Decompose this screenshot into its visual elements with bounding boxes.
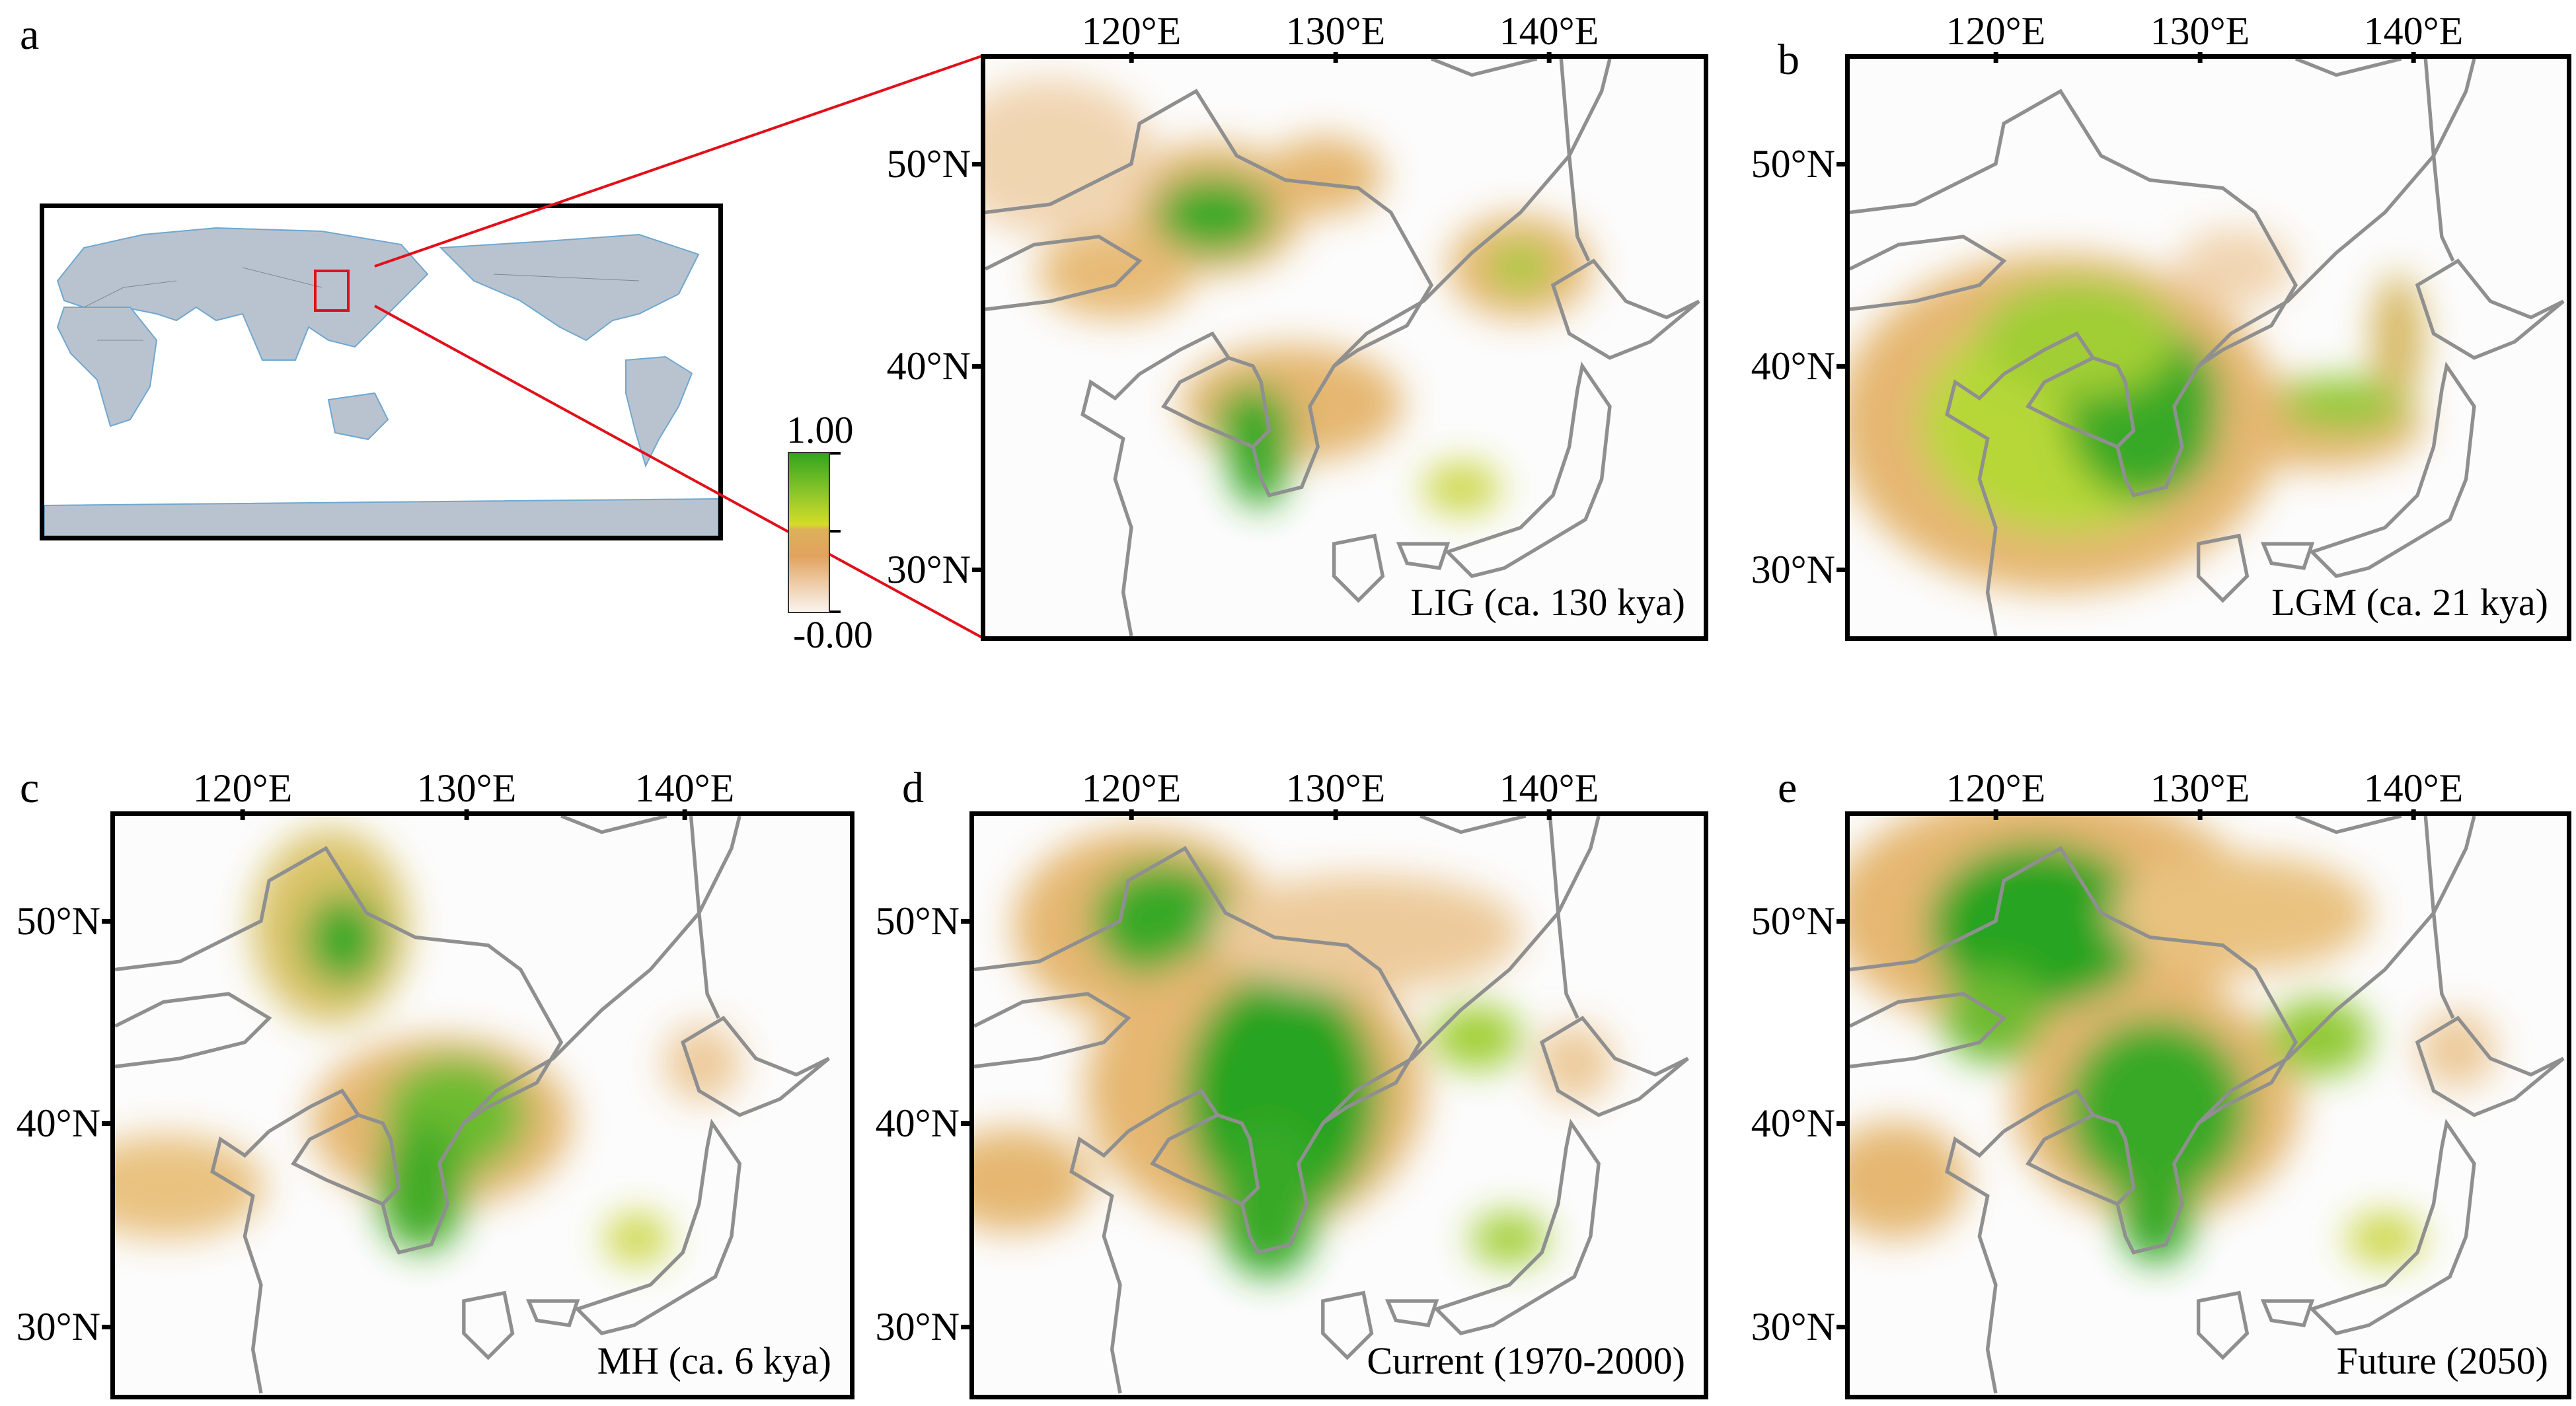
latitude-tick-label: 40°N [876,1103,975,1143]
suitability-area [1266,137,1384,215]
map-panel-e: 120°E 130°E 140°E 50°N 40°N 30°N Future (2050) [1751,768,2571,1399]
map-panel-c: 120°E 130°E 140°E 50°N 40°N 30°N MH (ca. 6 kya… [17,768,854,1399]
suitability-area [1470,1212,1548,1265]
world-landmass [44,227,719,536]
suitability-area [1422,462,1501,514]
latitude-tick-label: 30°N [876,1307,975,1347]
longitude-tick-label: 140°E [1499,766,1599,820]
habitat-suitability-map [974,816,1689,1394]
map-panel-a: 120°E 130°E 140°E 50°N 40°N 30°N LIG (ca. 130 … [887,11,1708,641]
suitability-area [2065,1018,2248,1200]
suitability-area [2371,273,2424,404]
latitude-tick-label: 40°N [1751,346,1850,386]
longitude-tick-label: 140°E [2363,9,2464,63]
panel-period-title: Current (1970-2000) [1367,1339,1685,1382]
colorbar-tick [830,610,841,613]
longitude-tick-label: 120°E [1081,9,1182,63]
latitude-tick-label: 40°N [17,1103,116,1143]
suitability-area [663,1023,742,1103]
map-panel-d: 120°E 130°E 140°E 50°N 40°N 30°N Current (1970… [876,768,1708,1399]
longitude-tick-label: 130°E [1285,766,1386,820]
panel-period-title: Future (2050) [2336,1339,2548,1382]
suitability-area [1155,176,1273,254]
longitude-tick-label: 120°E [1946,9,2046,63]
panel-period-title: LGM (ca. 21 kya) [2271,581,2548,624]
habitat-suitability-map [115,816,830,1394]
suitability-area [1227,390,1293,508]
colorbar-max-label: 1.00 [786,408,854,451]
colorbar-tick [830,452,841,455]
longitude-tick-label: 130°E [1285,9,1386,63]
longitude-tick-label: 120°E [192,766,293,820]
latitude-tick-label: 50°N [1751,144,1850,184]
latitude-tick-label: 40°N [887,346,986,386]
longitude-tick-label: 130°E [2150,9,2250,63]
colorbar-min-label: -0.00 [793,613,873,656]
panel-letter-c: c [20,764,40,812]
panel-letter-b: b [1778,36,1799,84]
colorbar [788,452,830,613]
suitability-area [2110,855,2372,973]
suitability-area [974,1128,1092,1232]
suitability-area [115,1134,266,1239]
suitability-area [1181,345,1403,462]
suitability-area [1431,1004,1523,1070]
habitat-suitability-map [985,59,1700,636]
latitude-tick-label: 30°N [1751,550,1850,589]
longitude-tick-label: 140°E [1499,9,1599,63]
map-panel-b: 120°E 130°E 140°E 50°N 40°N 30°N LGM (ca. 21 k… [1751,11,2571,641]
longitude-tick-label: 140°E [634,766,735,820]
latitude-tick-label: 30°N [17,1307,116,1347]
panel-letter-a: a [20,11,40,59]
suitability-area [2280,377,2411,430]
suitability-area [2345,1212,2424,1265]
longitude-tick-label: 120°E [1946,766,2046,820]
latitude-tick-label: 50°N [876,901,975,941]
suitability-area [985,78,1155,235]
suitability-area [2176,227,2294,307]
latitude-tick-label: 30°N [1751,1307,1850,1347]
panel-period-title: LIG (ca. 130 kya) [1410,581,1686,624]
habitat-suitability-map [1850,816,2564,1394]
suitability-area [1491,244,1550,290]
latitude-tick-label: 50°N [887,144,986,184]
world-overview-map [40,204,723,540]
longitude-tick-label: 130°E [416,766,517,820]
panel-period-title: MH (ca. 6 kya) [597,1339,831,1382]
study-area-highlight-box [314,270,350,312]
suitability-area [304,894,383,985]
longitude-tick-label: 130°E [2150,766,2250,820]
latitude-tick-label: 30°N [887,550,986,589]
suitability-area [604,1212,670,1265]
latitude-tick-label: 40°N [1751,1103,1850,1143]
panel-letter-e: e [1778,764,1798,812]
longitude-tick-label: 120°E [1081,766,1182,820]
suitability-area [1209,874,1523,992]
colorbar-tick [830,530,841,533]
latitude-tick-label: 50°N [17,901,116,941]
latitude-tick-label: 50°N [1751,901,1850,941]
suitability-area [2267,998,2372,1076]
suitability-area [1928,842,2150,1012]
panel-letter-d: d [902,764,924,812]
suitability-area [1850,1121,1967,1239]
longitude-tick-label: 140°E [2363,766,2464,820]
habitat-suitability-map [1850,59,2564,636]
